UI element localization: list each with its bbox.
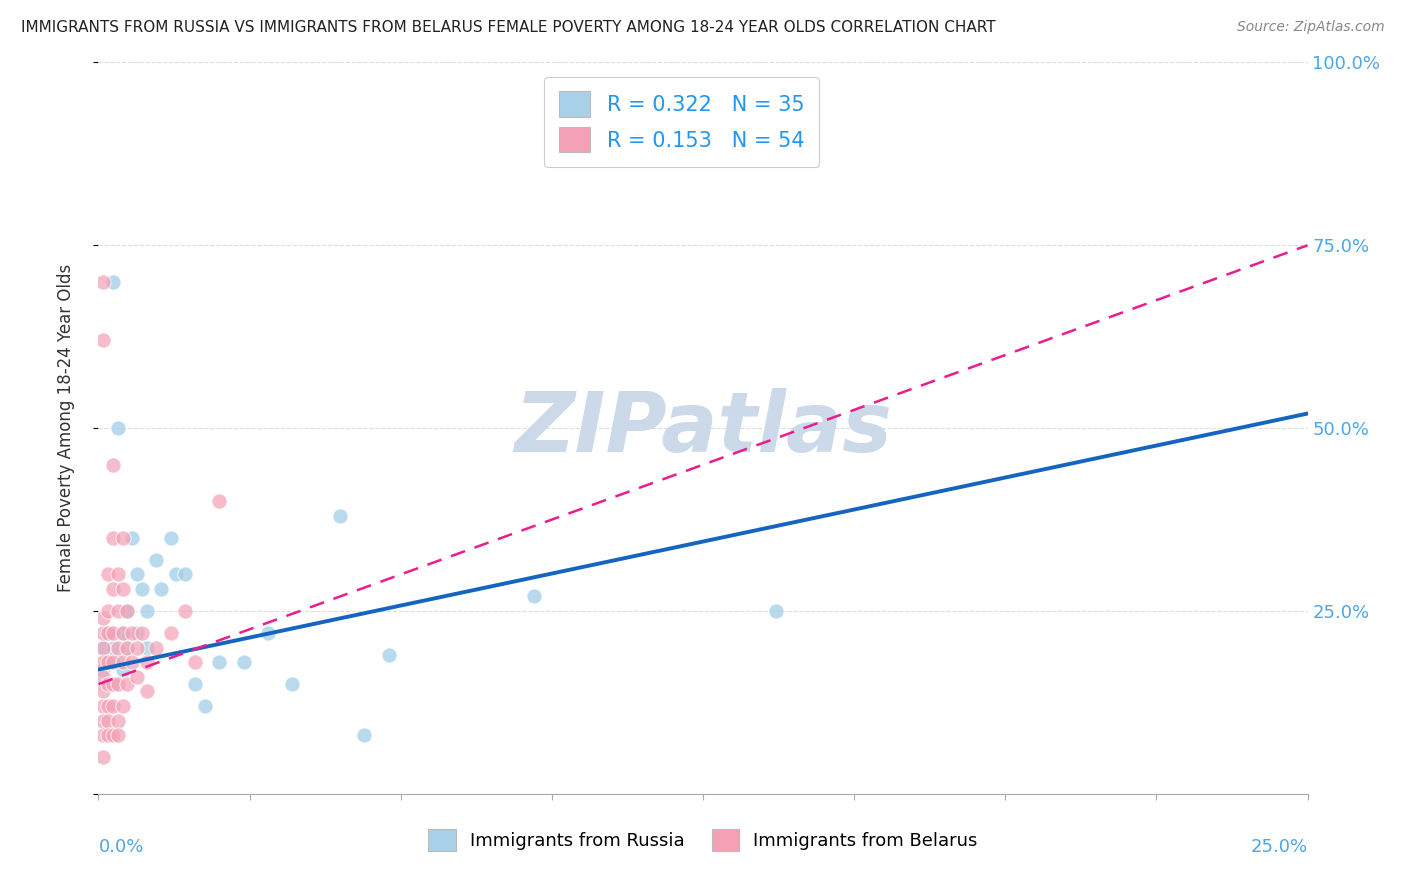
Point xyxy=(91,275,114,289)
Point xyxy=(101,699,124,714)
Point xyxy=(184,677,207,691)
Point xyxy=(194,699,217,714)
Point xyxy=(91,655,114,669)
Point xyxy=(91,750,114,764)
Point xyxy=(101,677,124,691)
Point xyxy=(97,655,120,669)
Point xyxy=(107,655,129,669)
Point xyxy=(111,626,134,640)
Point xyxy=(184,655,207,669)
Y-axis label: Female Poverty Among 18-24 Year Olds: Female Poverty Among 18-24 Year Olds xyxy=(56,264,75,592)
Point xyxy=(160,626,183,640)
Point xyxy=(91,626,114,640)
Point xyxy=(97,728,120,742)
Point xyxy=(101,275,124,289)
Point xyxy=(174,604,197,618)
Point xyxy=(135,655,157,669)
Point xyxy=(117,604,139,618)
Point xyxy=(135,684,157,698)
Point xyxy=(91,663,114,677)
Point xyxy=(107,421,129,435)
Point xyxy=(145,553,167,567)
Text: ZIPatlas: ZIPatlas xyxy=(515,388,891,468)
Point xyxy=(111,655,134,669)
Text: IMMIGRANTS FROM RUSSIA VS IMMIGRANTS FROM BELARUS FEMALE POVERTY AMONG 18-24 YEA: IMMIGRANTS FROM RUSSIA VS IMMIGRANTS FRO… xyxy=(21,20,995,35)
Point xyxy=(101,582,124,596)
Point xyxy=(107,728,129,742)
Point xyxy=(97,699,120,714)
Point xyxy=(117,640,139,655)
Point xyxy=(91,640,114,655)
Text: 0.0%: 0.0% xyxy=(98,838,143,855)
Point xyxy=(107,567,129,582)
Point xyxy=(111,531,134,545)
Point xyxy=(256,626,278,640)
Point xyxy=(121,626,143,640)
Point xyxy=(97,626,120,640)
Point xyxy=(131,626,153,640)
Point xyxy=(232,655,254,669)
Point xyxy=(111,699,134,714)
Point xyxy=(111,582,134,596)
Point xyxy=(91,334,114,348)
Text: Source: ZipAtlas.com: Source: ZipAtlas.com xyxy=(1237,20,1385,34)
Point xyxy=(208,494,231,508)
Point xyxy=(117,640,139,655)
Point xyxy=(107,677,129,691)
Point xyxy=(101,458,124,472)
Point xyxy=(121,531,143,545)
Point xyxy=(101,728,124,742)
Point xyxy=(127,670,149,684)
Point xyxy=(117,677,139,691)
Point xyxy=(101,677,124,691)
Point xyxy=(97,655,120,669)
Point xyxy=(97,626,120,640)
Point xyxy=(101,531,124,545)
Point xyxy=(107,640,129,655)
Point xyxy=(97,714,120,728)
Point xyxy=(91,684,114,698)
Point xyxy=(97,677,120,691)
Point xyxy=(281,677,304,691)
Point xyxy=(765,604,787,618)
Point xyxy=(101,655,124,669)
Point xyxy=(101,640,124,655)
Point xyxy=(174,567,197,582)
Point xyxy=(97,567,120,582)
Point xyxy=(127,640,149,655)
Point xyxy=(107,604,129,618)
Point xyxy=(101,626,124,640)
Point xyxy=(91,640,114,655)
Point xyxy=(97,604,120,618)
Point xyxy=(131,582,153,596)
Point xyxy=(91,728,114,742)
Point xyxy=(150,582,173,596)
Point xyxy=(160,531,183,545)
Point xyxy=(107,714,129,728)
Point xyxy=(377,648,399,662)
Point xyxy=(117,604,139,618)
Point xyxy=(121,655,143,669)
Point xyxy=(135,640,157,655)
Point xyxy=(111,663,134,677)
Point xyxy=(91,699,114,714)
Point xyxy=(111,626,134,640)
Point xyxy=(127,567,149,582)
Legend: Immigrants from Russia, Immigrants from Belarus: Immigrants from Russia, Immigrants from … xyxy=(422,822,984,858)
Point xyxy=(523,590,546,604)
Point xyxy=(91,611,114,625)
Point xyxy=(165,567,187,582)
Point xyxy=(208,655,231,669)
Point xyxy=(91,714,114,728)
Text: 25.0%: 25.0% xyxy=(1250,838,1308,855)
Point xyxy=(135,604,157,618)
Point xyxy=(145,640,167,655)
Point xyxy=(127,626,149,640)
Point xyxy=(91,670,114,684)
Point xyxy=(353,728,375,742)
Point xyxy=(329,508,352,523)
